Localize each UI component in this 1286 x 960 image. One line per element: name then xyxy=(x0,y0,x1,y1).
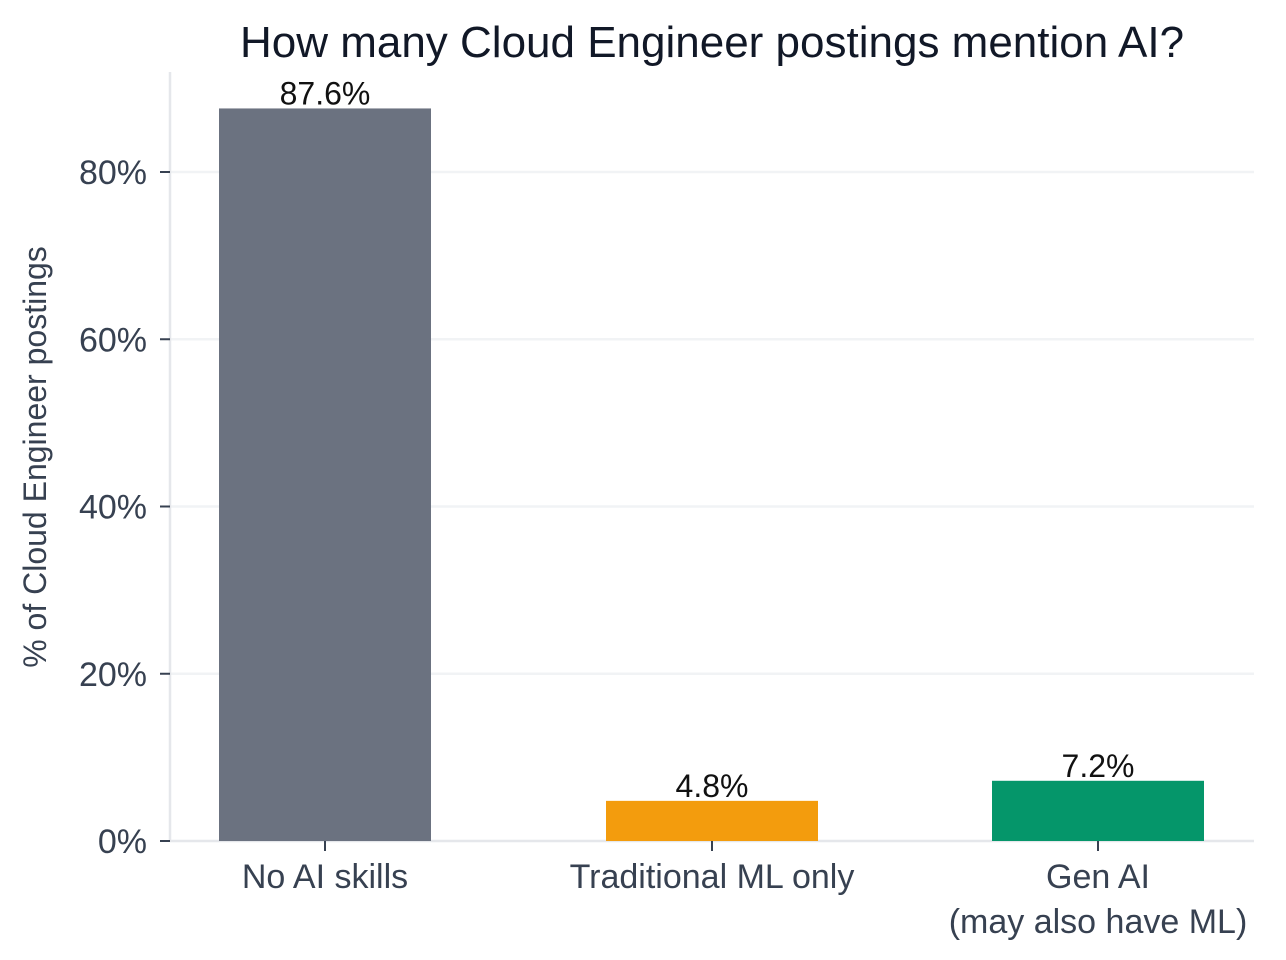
bars xyxy=(219,108,1204,841)
y-tick-label: 60% xyxy=(79,321,147,359)
data-label: 7.2% xyxy=(1062,748,1135,784)
data-label: 87.6% xyxy=(280,75,371,111)
data-labels: 87.6% 4.8% 7.2% xyxy=(280,75,1135,803)
y-tick-label: 40% xyxy=(79,489,147,527)
data-label: 4.8% xyxy=(676,768,749,804)
bar xyxy=(606,800,818,841)
x-axis-ticks: No AI skills Traditional ML only Gen AI (ma… xyxy=(242,841,1247,941)
y-tick-label: 0% xyxy=(98,823,147,861)
y-tick-label: 20% xyxy=(79,656,147,694)
x-tick-label: (may also have ML) xyxy=(949,903,1248,941)
y-tick-label: 80% xyxy=(79,154,147,192)
bar xyxy=(219,108,431,841)
x-tick-label: Traditional ML only xyxy=(570,858,855,896)
y-axis-ticks: 0% 20% 40% 60% 80% xyxy=(79,154,170,861)
x-tick-label: No AI skills xyxy=(242,858,408,896)
chart-title: How many Cloud Engineer postings mention… xyxy=(240,18,1184,67)
y-axis-label: % of Cloud Engineer postings xyxy=(17,246,53,668)
bar xyxy=(992,780,1204,841)
x-tick-label: Gen AI xyxy=(1046,858,1150,896)
